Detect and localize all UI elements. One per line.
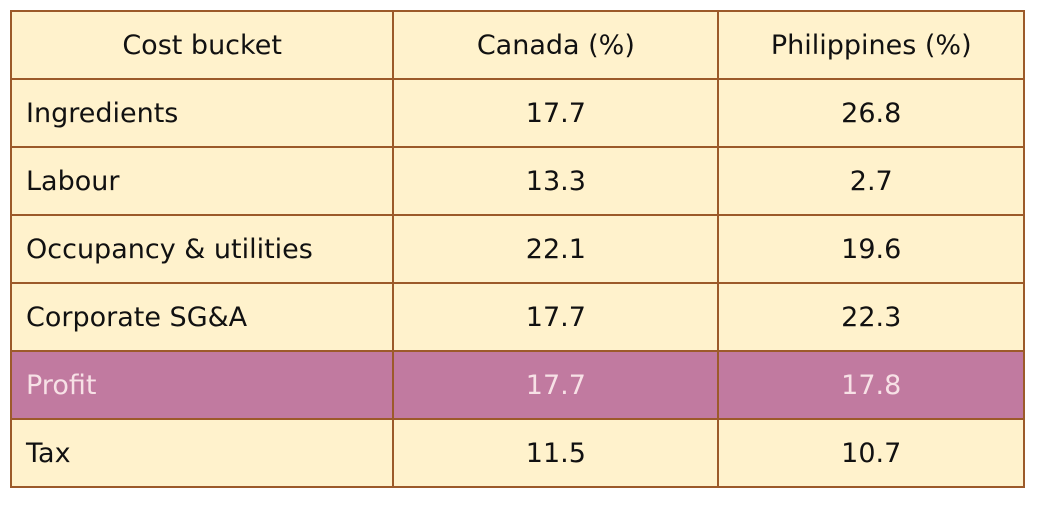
row-label: Corporate SG&A [9,282,395,352]
table-body: Ingredients 17.7 26.8 Labour 13.3 2.7 Occupanc… [9,78,1025,488]
value-cell: 22.3 [717,282,1025,352]
row-label: Profit [9,350,395,420]
header-cell: Canada (%) [392,10,720,80]
value-cell: 26.8 [717,78,1025,148]
value-cell: 10.7 [717,418,1025,488]
row-label: Tax [9,418,395,488]
table-row: Ingredients 17.7 26.8 [9,78,1025,148]
value-cell: 22.1 [392,214,720,284]
row-label: Occupancy & utilities [9,214,395,284]
value-cell: 19.6 [717,214,1025,284]
value-cell: 17.7 [392,78,720,148]
value-cell: 17.8 [717,350,1025,420]
table-row: Occupancy & utilities 22.1 19.6 [9,214,1025,284]
cost-table: Cost bucket Canada (%) Philippines (%) Ing… [9,10,1025,488]
value-cell: 17.7 [392,282,720,352]
row-label: Labour [9,146,395,216]
table-row: Corporate SG&A 17.7 22.3 [9,282,1025,352]
table-row: Profit 17.7 17.8 [9,350,1025,420]
row-label: Ingredients [9,78,395,148]
header-row: Cost bucket Canada (%) Philippines (%) [9,10,1025,80]
header-cell: Philippines (%) [717,10,1025,80]
header-cell: Cost bucket [9,10,395,80]
value-cell: 2.7 [717,146,1025,216]
table-row: Labour 13.3 2.7 [9,146,1025,216]
table-row: Tax 11.5 10.7 [9,418,1025,488]
value-cell: 17.7 [392,350,720,420]
value-cell: 13.3 [392,146,720,216]
value-cell: 11.5 [392,418,720,488]
